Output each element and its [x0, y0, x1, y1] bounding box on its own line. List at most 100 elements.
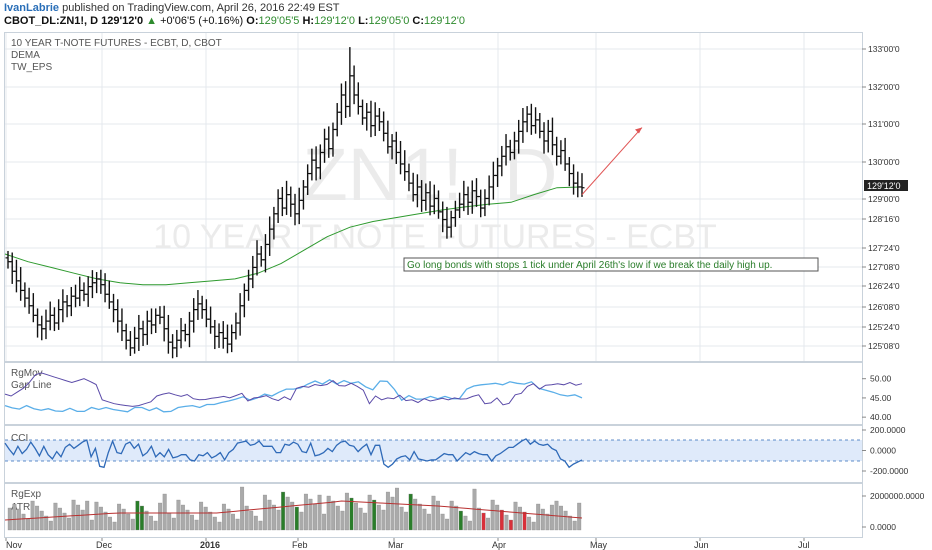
rgexp-bar [12, 503, 17, 531]
projection-arrow[interactable] [581, 127, 643, 195]
cci-polyline [4, 438, 583, 469]
watermark-name: 10 YEAR T-NOTE FUTURES - ECBT [153, 218, 717, 256]
study-dema-label[interactable]: DEMA [11, 50, 40, 61]
price-tick-label: 127'08'0 [868, 262, 900, 272]
ohlc-bars [5, 47, 585, 359]
time-tick-label: Apr [492, 540, 506, 550]
cci-label[interactable]: CCI [11, 433, 28, 444]
rgexp-bar [80, 509, 85, 531]
symbol-label[interactable]: CBOT_DL:ZN1!, D [4, 15, 99, 27]
rgexp-bar [395, 487, 399, 531]
rgexp-bar [536, 503, 541, 531]
rgexp-bar [481, 512, 486, 531]
rgexp-bar [249, 510, 254, 531]
rgexp-bar [139, 505, 144, 531]
rgexp-tick-label: 0.0000 [870, 522, 896, 532]
rgexp-bar [372, 499, 377, 531]
atr-line [4, 500, 583, 521]
close-value: 129'12'0 [424, 15, 465, 27]
rgexp-bar [531, 521, 536, 531]
rgexp-bar [422, 508, 427, 531]
rgexp-bar [112, 521, 117, 531]
projection-line [581, 127, 643, 195]
rgexp-bar [344, 492, 349, 531]
rgexp-bar [513, 501, 518, 531]
rgexp-bar [94, 501, 99, 531]
rgexp-bar [203, 506, 208, 531]
rgexp-bar [281, 491, 286, 531]
price-tick-label: 132'00'0 [868, 82, 900, 92]
rgexp-bar [303, 493, 308, 531]
rgexp-bar [527, 516, 532, 531]
rgexp-bar [504, 514, 509, 531]
rgexp-bar [180, 504, 185, 531]
rgexp-bar [354, 502, 358, 531]
cci-pane[interactable] [4, 425, 863, 483]
annotation-box[interactable]: Go long bonds with stops 1 tick under Ap… [403, 257, 819, 272]
rgexp-bar [48, 520, 53, 531]
rgexp-bar [408, 493, 413, 531]
price-tick-label: 130'00'0 [868, 157, 900, 167]
rgmov-polyline [4, 372, 583, 407]
rgexp-bar [185, 509, 190, 531]
rgexp-bar [208, 511, 213, 531]
rgexp-bar [522, 511, 527, 531]
rgmov-pane[interactable] [4, 362, 863, 425]
rgmov-lines [4, 372, 583, 413]
open-value: 129'05'5 [258, 15, 300, 27]
rgmov-axis[interactable]: 50.00 45.00 40.00 [862, 374, 892, 422]
rgmov-label[interactable]: RgMov [11, 368, 43, 379]
rgexp-pane[interactable] [4, 483, 863, 538]
rgexp-label[interactable]: RgExp [11, 489, 41, 500]
rgexp-bar [26, 518, 30, 531]
rgexp-bar [440, 513, 445, 531]
time-tick-label: Feb [292, 540, 308, 550]
price-tick-label: 129'00'0 [868, 194, 900, 204]
rgexp-bar [540, 508, 545, 531]
rgexp-bar [62, 512, 67, 531]
rgexp-axis[interactable]: 2000000.0000 0.0000 [862, 491, 925, 532]
time-tick-label: Mar [388, 540, 404, 550]
rgexp-bar [376, 504, 381, 531]
atr-label[interactable]: ATR [11, 502, 30, 513]
rgexp-bar [518, 506, 522, 531]
rgexp-bar [135, 500, 140, 531]
rgexp-bar [212, 516, 217, 531]
rgexp-bar [381, 509, 386, 531]
cci-band [5, 440, 862, 461]
author-link[interactable]: IvanLabrie [4, 2, 60, 14]
rgexp-bars [7, 486, 582, 531]
rgexp-bar [299, 511, 304, 531]
pane-frames [4, 32, 863, 538]
main-pane[interactable] [4, 32, 863, 362]
time-axis[interactable]: Nov Dec 2016 Feb Mar Apr May Jun Jul [5, 538, 810, 550]
rgexp-bar [85, 500, 90, 531]
rgexp-bar [559, 505, 563, 531]
study-tweps-label[interactable]: TW_EPS [11, 62, 52, 73]
rgexp-bar [76, 504, 81, 531]
rgexp-bar [130, 518, 135, 531]
rgexp-bar [103, 511, 108, 531]
rgexp-bar [71, 499, 76, 531]
rgexp-bar [7, 507, 12, 531]
rgexp-bar [231, 513, 235, 531]
rgexp-bar [463, 515, 468, 531]
main-price-axis[interactable]: 133'00'0 132'00'0 131'00'0 130'00'0 129'00'0… [862, 44, 900, 351]
price-tick-label: 125'24'0 [868, 322, 900, 332]
time-tick-label: May [590, 540, 608, 550]
rgexp-bar [413, 498, 418, 531]
up-triangle-icon: ▲ [146, 15, 158, 27]
rgexp-bar [317, 494, 322, 531]
price-tick-label: 131'00'0 [868, 119, 900, 129]
price-tick-label: 127'24'0 [868, 243, 900, 253]
rgexp-bar [549, 504, 554, 531]
cci-axis[interactable]: 200.0000 0.0000 -200.0000 [862, 425, 909, 476]
high-value: 129'12'0 [314, 15, 355, 27]
gapline-label[interactable]: Gap Line [11, 380, 52, 391]
rgexp-bar [486, 517, 491, 531]
rgexp-bar [545, 513, 550, 531]
rgexp-bar [21, 513, 26, 531]
rgexp-bar [572, 520, 577, 531]
cci-tick-label: 200.0000 [870, 425, 906, 435]
